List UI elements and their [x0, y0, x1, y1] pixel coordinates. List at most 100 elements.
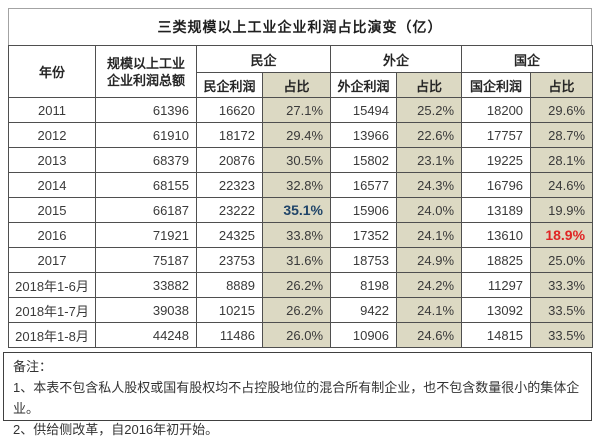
cell-year: 2018年1-6月: [8, 272, 96, 298]
cell-state-share: 33.5%: [530, 322, 594, 348]
cell-private-profit: 23753: [196, 247, 263, 273]
notes-heading: 备注：: [13, 359, 53, 374]
cell-foreign-profit: 15906: [330, 197, 398, 223]
cell-state-share: 33.3%: [530, 272, 594, 298]
header-total-line2: 企业利润总额: [106, 72, 185, 88]
table-row: 2013 68379 20876 30.5% 15802 23.1% 19225 28.1%: [8, 147, 594, 173]
cell-state-profit: 11297: [461, 272, 532, 298]
cell-foreign-share: 24.3%: [396, 172, 463, 198]
table-row: 2014 68155 22323 32.8% 16577 24.3% 16796 24.6%: [8, 172, 594, 198]
cell-foreign-share: 24.9%: [396, 247, 463, 273]
cell-total-profit: 61910: [95, 122, 197, 148]
profit-table: 年份 规模以上工业 企业利润总额 民企 外企 国企 民企利润 占比 外企利润 占…: [8, 45, 594, 348]
cell-year: 2018年1-7月: [8, 297, 96, 323]
cell-foreign-profit: 10906: [330, 322, 398, 348]
cell-total-profit: 66187: [95, 197, 197, 223]
cell-private-share: 26.0%: [261, 322, 332, 348]
header-group-state: 国企: [461, 45, 594, 73]
note-item-2: 2、供给侧改革，自2016年初开始。: [13, 422, 219, 437]
cell-foreign-share: 24.1%: [396, 222, 463, 248]
cell-state-profit: 14815: [461, 322, 532, 348]
cell-private-share: 26.2%: [261, 272, 332, 298]
cell-private-profit: 18172: [196, 122, 263, 148]
table-row: 2018年1-8月 44248 11486 26.0% 10906 24.6% 14815 3…: [8, 322, 594, 348]
cell-foreign-profit: 8198: [330, 272, 398, 298]
cell-private-share: 27.1%: [261, 97, 332, 123]
cell-state-share: 18.9%: [530, 222, 594, 248]
cell-total-profit: 33882: [95, 272, 197, 298]
cell-foreign-profit: 15802: [330, 147, 398, 173]
cell-private-profit: 11486: [196, 322, 263, 348]
cell-private-share: 35.1%: [261, 197, 332, 223]
header-private-share: 占比: [261, 72, 332, 98]
cell-foreign-profit: 17352: [330, 222, 398, 248]
cell-state-profit: 19225: [461, 147, 532, 173]
cell-year: 2015: [8, 197, 96, 223]
table-body: 2011 61396 16620 27.1% 15494 25.2% 18200 29.6% 2…: [8, 97, 594, 348]
cell-private-share: 30.5%: [261, 147, 332, 173]
cell-foreign-profit: 16577: [330, 172, 398, 198]
cell-state-profit: 18200: [461, 97, 532, 123]
cell-year: 2017: [8, 247, 96, 273]
table-row: 2012 61910 18172 29.4% 13966 22.6% 17757 28.7%: [8, 122, 594, 148]
cell-state-profit: 13092: [461, 297, 532, 323]
cell-year: 2016: [8, 222, 96, 248]
note-item-1: 1、本表不包含私人股权或国有股权均不占控股地位的混合所有制企业，也不包含数量很小…: [13, 380, 580, 416]
table-row: 2017 75187 23753 31.6% 18753 24.9% 18825 25.0%: [8, 247, 594, 273]
header-total-profit: 规模以上工业 企业利润总额: [95, 45, 197, 98]
table-row: 2018年1-6月 33882 8889 26.2% 8198 24.2% 11297 33.…: [8, 272, 594, 298]
table-row: 2016 71921 24325 33.8% 17352 24.1% 13610 18.9%: [8, 222, 594, 248]
cell-private-share: 26.2%: [261, 297, 332, 323]
cell-state-share: 33.5%: [530, 297, 594, 323]
cell-foreign-profit: 15494: [330, 97, 398, 123]
cell-foreign-profit: 13966: [330, 122, 398, 148]
header-state-profit: 国企利润: [461, 72, 532, 98]
cell-state-profit: 13610: [461, 222, 532, 248]
cell-private-profit: 23222: [196, 197, 263, 223]
cell-private-profit: 20876: [196, 147, 263, 173]
cell-year: 2014: [8, 172, 96, 198]
cell-foreign-share: 24.2%: [396, 272, 463, 298]
cell-year: 2012: [8, 122, 96, 148]
cell-state-profit: 16796: [461, 172, 532, 198]
cell-foreign-profit: 9422: [330, 297, 398, 323]
cell-state-share: 28.7%: [530, 122, 594, 148]
table-row: 2011 61396 16620 27.1% 15494 25.2% 18200 29.6%: [8, 97, 594, 123]
cell-year: 2018年1-8月: [8, 322, 96, 348]
header-foreign-share: 占比: [396, 72, 463, 98]
cell-private-profit: 22323: [196, 172, 263, 198]
cell-total-profit: 44248: [95, 322, 197, 348]
cell-state-profit: 18825: [461, 247, 532, 273]
cell-year: 2013: [8, 147, 96, 173]
cell-private-profit: 8889: [196, 272, 263, 298]
cell-foreign-profit: 18753: [330, 247, 398, 273]
header-total-line1: 规模以上工业: [106, 55, 185, 71]
page-title: 三类规模以上工业企业利润占比演变（亿）: [157, 19, 443, 35]
cell-state-share: 19.9%: [530, 197, 594, 223]
cell-foreign-share: 24.0%: [396, 197, 463, 223]
cell-private-profit: 10215: [196, 297, 263, 323]
header-foreign-profit: 外企利润: [330, 72, 398, 98]
cell-private-share: 33.8%: [261, 222, 332, 248]
cell-state-share: 24.6%: [530, 172, 594, 198]
table-header: 年份 规模以上工业 企业利润总额 民企 外企 国企 民企利润 占比 外企利润 占…: [8, 45, 594, 98]
table-row: 2018年1-7月 39038 10215 26.2% 9422 24.1% 13092 33…: [8, 297, 594, 323]
cell-state-share: 25.0%: [530, 247, 594, 273]
cell-private-profit: 24325: [196, 222, 263, 248]
cell-total-profit: 68155: [95, 172, 197, 198]
cell-foreign-share: 25.2%: [396, 97, 463, 123]
cell-private-share: 32.8%: [261, 172, 332, 198]
cell-state-share: 29.6%: [530, 97, 594, 123]
cell-total-profit: 71921: [95, 222, 197, 248]
header-group-private: 民企: [195, 45, 332, 73]
cell-total-profit: 68379: [95, 147, 197, 173]
title-box: 三类规模以上工业企业利润占比演变（亿）: [8, 8, 592, 46]
notes-box: 备注： 1、本表不包含私人股权或国有股权均不占控股地位的混合所有制企业，也不包含…: [3, 352, 592, 437]
header-state-share: 占比: [530, 72, 594, 98]
cell-foreign-share: 23.1%: [396, 147, 463, 173]
cell-private-profit: 16620: [196, 97, 263, 123]
cell-private-share: 31.6%: [261, 247, 332, 273]
cell-foreign-share: 22.6%: [396, 122, 463, 148]
cell-foreign-share: 24.1%: [396, 297, 463, 323]
cell-state-share: 28.1%: [530, 147, 594, 173]
